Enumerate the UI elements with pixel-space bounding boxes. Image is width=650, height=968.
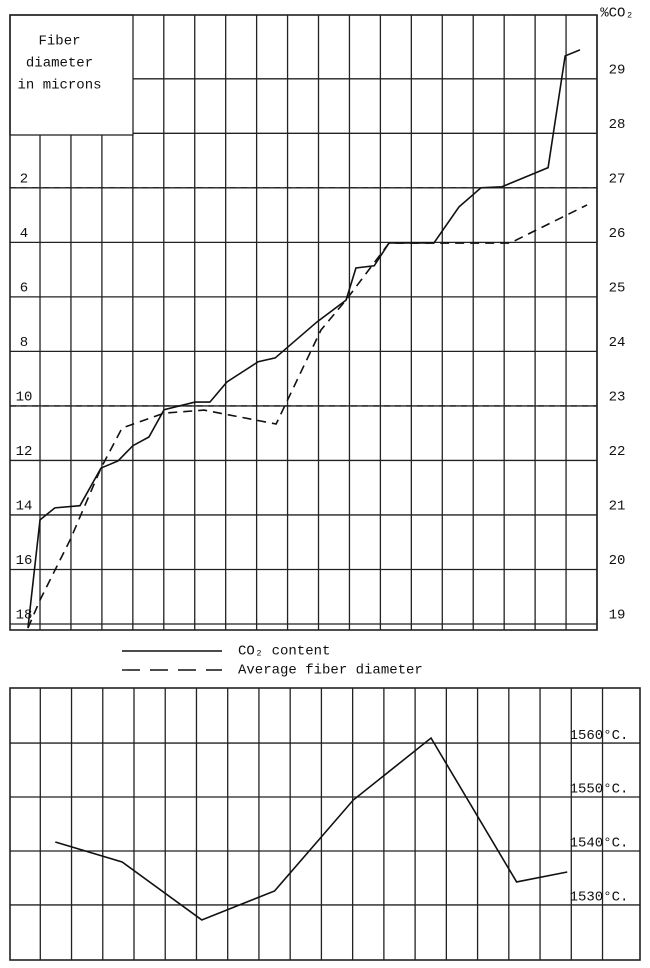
y2-tick-label: 28 (609, 117, 626, 133)
y2-tick-label: 24 (609, 335, 626, 351)
y-tick-label: 6 (20, 281, 28, 297)
y2-tick-label: 22 (609, 444, 626, 460)
plot-border (9, 14, 598, 631)
y-tick-label: 1540°C. (570, 836, 629, 852)
y-axis-label: Fiber (38, 34, 80, 50)
y2-tick-label: 26 (609, 226, 626, 242)
y2-tick-label: 23 (609, 390, 626, 406)
y-tick-label: 16 (16, 553, 33, 569)
y2-axis-label: %CO₂ (600, 6, 634, 22)
y-axis-label: diameter (26, 56, 93, 72)
data-line (27, 204, 588, 629)
y-tick-label: 4 (20, 226, 28, 242)
legend-label: CO₂ content (238, 644, 330, 660)
y-tick-label: 12 (16, 444, 33, 460)
plot-border (9, 687, 641, 961)
axis-label-box (9, 14, 134, 136)
data-line (55, 736, 568, 921)
y-tick-label: 1550°C. (570, 782, 629, 798)
y-tick-label: 8 (20, 335, 28, 351)
y2-tick-label: 29 (609, 62, 626, 78)
y2-tick-label: 27 (609, 172, 626, 188)
y-axis-label: in microns (17, 78, 101, 94)
y2-tick-label: 20 (609, 553, 626, 569)
y-tick-label: 1560°C. (570, 728, 629, 744)
y2-tick-label: 19 (609, 608, 626, 624)
y-tick-label: 10 (16, 390, 33, 406)
data-line (27, 49, 581, 628)
y-tick-label: 14 (16, 499, 33, 515)
y2-tick-label: 21 (609, 499, 626, 515)
y-tick-label: 2 (20, 172, 28, 188)
y2-tick-label: 25 (609, 281, 626, 297)
legend-label: Average fiber diameter (238, 663, 423, 679)
y-tick-label: 1530°C. (570, 890, 629, 906)
